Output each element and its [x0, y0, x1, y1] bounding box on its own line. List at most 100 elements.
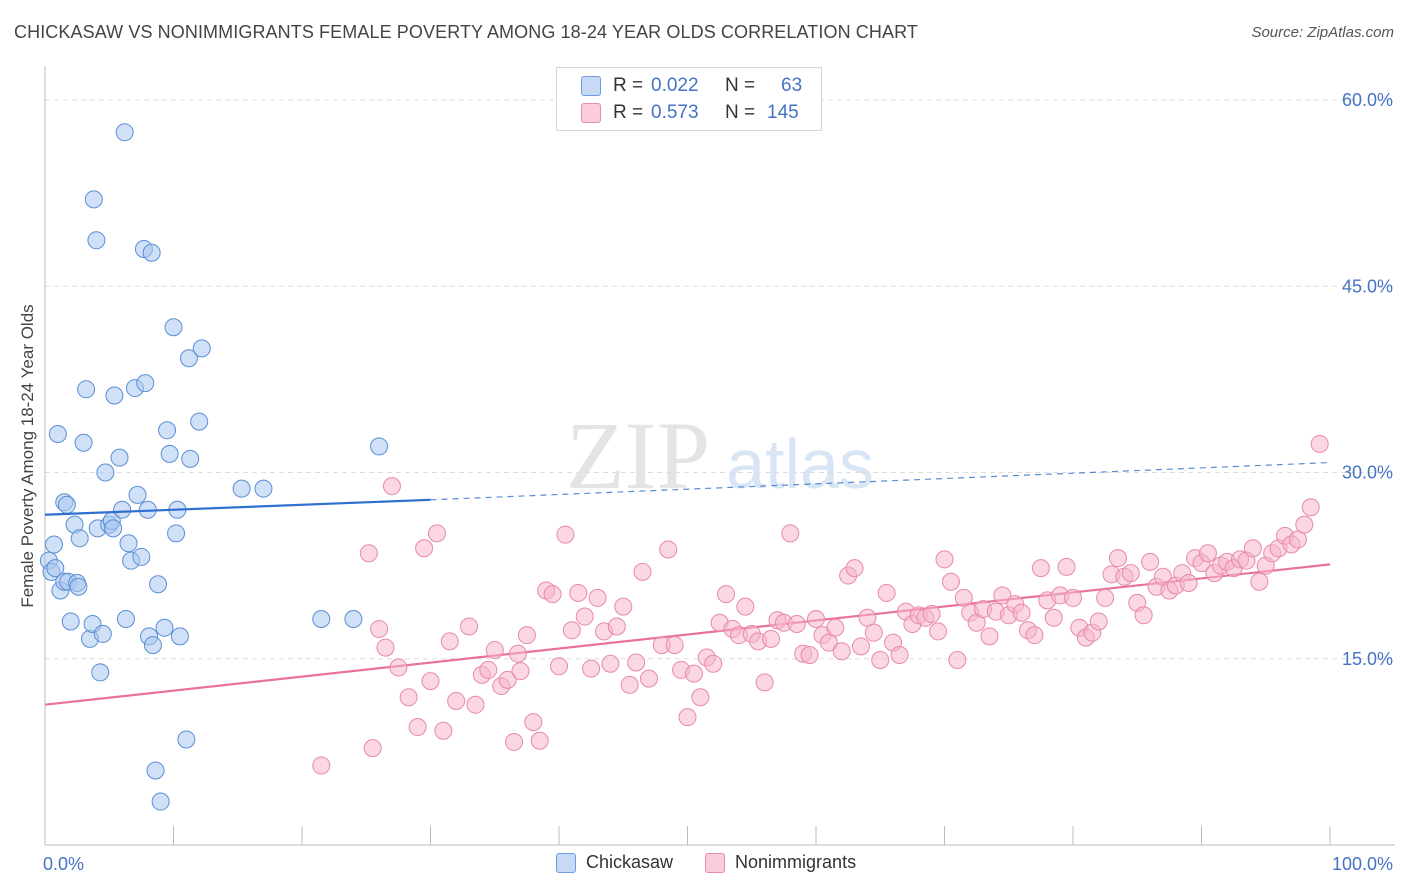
point-nonimmigrants — [569, 583, 588, 602]
n-value: 145 — [767, 102, 799, 123]
point-chickasaw — [96, 463, 115, 482]
point-nonimmigrants — [845, 559, 864, 578]
trendline-chickasaw-extension — [430, 461, 1331, 501]
point-nonimmigrants — [1108, 549, 1127, 568]
point-chickasaw — [192, 339, 211, 358]
point-nonimmigrants — [762, 629, 781, 648]
point-chickasaw — [87, 231, 106, 250]
point-chickasaw — [70, 529, 89, 548]
point-nonimmigrants — [517, 626, 536, 645]
point-nonimmigrants — [1179, 574, 1198, 593]
point-nonimmigrants — [1121, 564, 1140, 583]
point-nonimmigrants — [508, 644, 527, 663]
point-chickasaw — [57, 495, 76, 514]
point-nonimmigrants — [447, 691, 466, 710]
point-nonimmigrants — [800, 646, 819, 665]
point-nonimmigrants — [601, 654, 620, 673]
point-nonimmigrants — [614, 597, 633, 616]
point-nonimmigrants — [890, 646, 909, 665]
point-nonimmigrants — [498, 670, 517, 689]
point-nonimmigrants — [993, 586, 1012, 605]
point-chickasaw — [164, 318, 183, 337]
point-nonimmigrants — [858, 608, 877, 627]
point-chickasaw — [155, 618, 174, 637]
point-nonimmigrants — [524, 713, 543, 732]
point-nonimmigrants — [620, 675, 639, 694]
point-chickasaw — [170, 627, 189, 646]
y-tick-label: 45.0% — [1342, 276, 1393, 296]
point-nonimmigrants — [562, 621, 581, 640]
point-nonimmigrants — [389, 658, 408, 677]
point-nonimmigrants — [1310, 434, 1329, 453]
point-chickasaw — [113, 500, 132, 519]
legend-swatch-chickasaw — [556, 852, 576, 873]
point-nonimmigrants — [1141, 552, 1160, 571]
point-nonimmigrants — [1301, 498, 1320, 517]
r-value: 0.573 — [651, 102, 699, 123]
point-nonimmigrants — [485, 641, 504, 660]
point-nonimmigrants — [980, 627, 999, 646]
point-chickasaw — [370, 437, 389, 456]
point-nonimmigrants — [1064, 588, 1082, 607]
point-nonimmigrants — [684, 664, 703, 683]
point-chickasaw — [46, 559, 65, 578]
point-nonimmigrants — [678, 708, 697, 727]
point-chickasaw — [146, 761, 165, 780]
point-nonimmigrants — [704, 654, 723, 673]
point-chickasaw — [232, 479, 251, 498]
point-nonimmigrants — [607, 617, 626, 636]
correlation-legend: R = 0.022 N = 63 R = 0.573 N = 145 — [556, 67, 822, 131]
point-nonimmigrants — [627, 653, 646, 672]
point-chickasaw — [312, 610, 331, 629]
point-chickasaw — [158, 421, 177, 440]
point-nonimmigrants — [922, 605, 941, 624]
n-label: N = — [725, 75, 756, 96]
point-chickasaw — [151, 792, 170, 811]
legend-item-nonimmigrants: Nonimmigrants — [705, 852, 856, 873]
point-nonimmigrants — [659, 540, 678, 559]
y-tick-label: 30.0% — [1342, 463, 1393, 483]
point-chickasaw — [84, 190, 103, 209]
point-chickasaw — [110, 448, 129, 467]
trendline-chickasaw — [44, 498, 431, 516]
point-nonimmigrants — [530, 731, 549, 750]
point-nonimmigrants — [1025, 626, 1044, 645]
point-nonimmigrants — [1288, 530, 1307, 549]
point-nonimmigrants — [440, 632, 459, 651]
y-tick-label: 15.0% — [1342, 649, 1393, 669]
point-nonimmigrants — [1243, 539, 1262, 558]
point-chickasaw — [74, 433, 93, 452]
point-chickasaw — [77, 380, 96, 399]
point-chickasaw — [167, 524, 186, 543]
point-nonimmigrants — [871, 650, 890, 669]
point-nonimmigrants — [851, 637, 870, 656]
point-chickasaw — [181, 449, 200, 468]
point-chickasaw — [69, 577, 88, 596]
point-nonimmigrants — [376, 638, 395, 657]
point-nonimmigrants — [382, 477, 401, 496]
point-nonimmigrants — [582, 659, 601, 678]
point-nonimmigrants — [421, 672, 440, 691]
point-nonimmigrants — [736, 597, 755, 616]
point-chickasaw — [61, 612, 80, 631]
point-nonimmigrants — [415, 539, 434, 558]
point-nonimmigrants — [948, 650, 967, 669]
point-nonimmigrants — [511, 662, 530, 681]
point-chickasaw — [190, 412, 209, 431]
point-nonimmigrants — [633, 562, 652, 581]
point-nonimmigrants — [864, 623, 883, 642]
n-label: N = — [725, 102, 756, 123]
point-nonimmigrants — [466, 695, 485, 714]
legend-swatch-nonimmigrants — [581, 103, 601, 123]
point-nonimmigrants — [787, 614, 806, 633]
point-chickasaw — [105, 386, 124, 405]
point-chickasaw — [160, 444, 179, 463]
point-chickasaw — [177, 730, 196, 749]
point-nonimmigrants — [781, 524, 800, 543]
watermark-zip: ZIP — [566, 402, 710, 509]
point-chickasaw — [48, 425, 67, 444]
point-nonimmigrants — [588, 588, 607, 607]
point-chickasaw — [115, 123, 134, 142]
point-nonimmigrants — [1044, 608, 1063, 627]
